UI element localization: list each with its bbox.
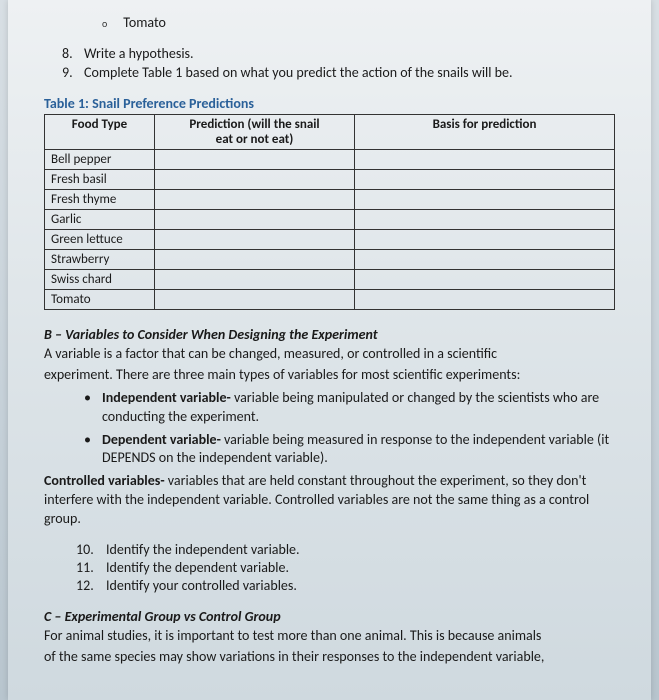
table-row: Tomato: [45, 290, 615, 310]
instruction-list: 8. Write a hypothesis. 9. Complete Table…: [62, 45, 615, 81]
table-row: Fresh basil: [45, 170, 615, 190]
pred-cell: [155, 210, 355, 230]
basis-cell: [355, 230, 615, 250]
list-item: 12. Identify your controlled variables.: [76, 577, 615, 594]
food-cell: Swiss chard: [45, 270, 155, 290]
item-text: Identify the dependent variable.: [106, 559, 289, 576]
food-cell: Garlic: [45, 210, 155, 230]
basis-cell: [355, 190, 615, 210]
variable-bullets: • Independent variable- variable being m…: [84, 389, 615, 469]
bullet-dot: •: [84, 389, 102, 427]
food-cell: Strawberry: [45, 250, 155, 270]
table-title: Table 1: Snail Preference Predictions: [44, 95, 615, 112]
pred-cell: [155, 230, 355, 250]
pred-cell: [155, 270, 355, 290]
bullet-text: Independent variable- variable being man…: [102, 389, 615, 427]
col-header-prediction: Prediction (will the snail eat or not ea…: [155, 115, 355, 150]
pred-cell: [155, 170, 355, 190]
pred-cell: [155, 250, 355, 270]
list-item: 11. Identify the dependent variable.: [76, 559, 615, 576]
basis-cell: [355, 210, 615, 230]
section-c-line2: of the same species may show variations …: [44, 648, 615, 667]
pred-cell: [155, 190, 355, 210]
bullet-label: Tomato: [123, 14, 166, 31]
bullet-marker: o: [102, 17, 107, 30]
term: Controlled variables-: [44, 472, 165, 489]
table-row: Green lettuce: [45, 230, 615, 250]
bullet-text: Dependent variable- variable being measu…: [102, 431, 615, 469]
item-number: 10.: [76, 541, 106, 558]
food-cell: Fresh basil: [45, 170, 155, 190]
col-header-basis: Basis for prediction: [355, 115, 615, 150]
term: Independent variable-: [102, 389, 231, 406]
basis-cell: [355, 270, 615, 290]
item-text: Identify your controlled variables.: [106, 577, 297, 594]
table-body: Bell pepper Fresh basil Fresh thyme Garl…: [45, 150, 615, 310]
predictions-table: Food Type Prediction (will the snail eat…: [44, 114, 615, 310]
food-cell: Green lettuce: [45, 230, 155, 250]
item-text: Complete Table 1 based on what you predi…: [84, 64, 512, 81]
question-list: 10. Identify the independent variable. 1…: [76, 541, 615, 594]
list-item: 9. Complete Table 1 based on what you pr…: [62, 64, 615, 81]
table-row: Strawberry: [45, 250, 615, 270]
list-item: • Independent variable- variable being m…: [84, 389, 615, 427]
pred-cell: [155, 290, 355, 310]
bullet-dot: •: [84, 431, 102, 469]
document-page: o Tomato 8. Write a hypothesis. 9. Compl…: [8, 0, 651, 700]
table-row: Bell pepper: [45, 150, 615, 170]
basis-cell: [355, 150, 615, 170]
col-header-food: Food Type: [45, 115, 155, 150]
basis-cell: [355, 250, 615, 270]
section-b-heading: B – Variables to Consider When Designing…: [44, 326, 615, 343]
item-number: 8.: [62, 45, 84, 62]
table-header-row: Food Type Prediction (will the snail eat…: [45, 115, 615, 150]
table-row: Fresh thyme: [45, 190, 615, 210]
item-text: Identify the independent variable.: [106, 541, 300, 558]
section-c-line1: For animal studies, it is important to t…: [44, 627, 615, 646]
table-row: Garlic: [45, 210, 615, 230]
section-b-intro2: experiment. There are three main types o…: [44, 366, 615, 385]
food-cell: Bell pepper: [45, 150, 155, 170]
list-item: o Tomato: [44, 14, 615, 31]
section-c-heading: C – Experimental Group vs Control Group: [44, 608, 615, 625]
list-item: 10. Identify the independent variable.: [76, 541, 615, 558]
basis-cell: [355, 290, 615, 310]
list-item: • Dependent variable- variable being mea…: [84, 431, 615, 469]
pred-cell: [155, 150, 355, 170]
basis-cell: [355, 170, 615, 190]
item-text: Write a hypothesis.: [84, 45, 194, 62]
table-row: Swiss chard: [45, 270, 615, 290]
item-number: 11.: [76, 559, 106, 576]
food-cell: Tomato: [45, 290, 155, 310]
food-cell: Fresh thyme: [45, 190, 155, 210]
item-number: 9.: [62, 64, 84, 81]
list-item: 8. Write a hypothesis.: [62, 45, 615, 62]
item-number: 12.: [76, 577, 106, 594]
controlled-variables-text: Controlled variables- variables that are…: [44, 472, 615, 529]
term: Dependent variable-: [102, 431, 221, 448]
section-b-intro1: A variable is a factor that can be chang…: [44, 345, 615, 364]
